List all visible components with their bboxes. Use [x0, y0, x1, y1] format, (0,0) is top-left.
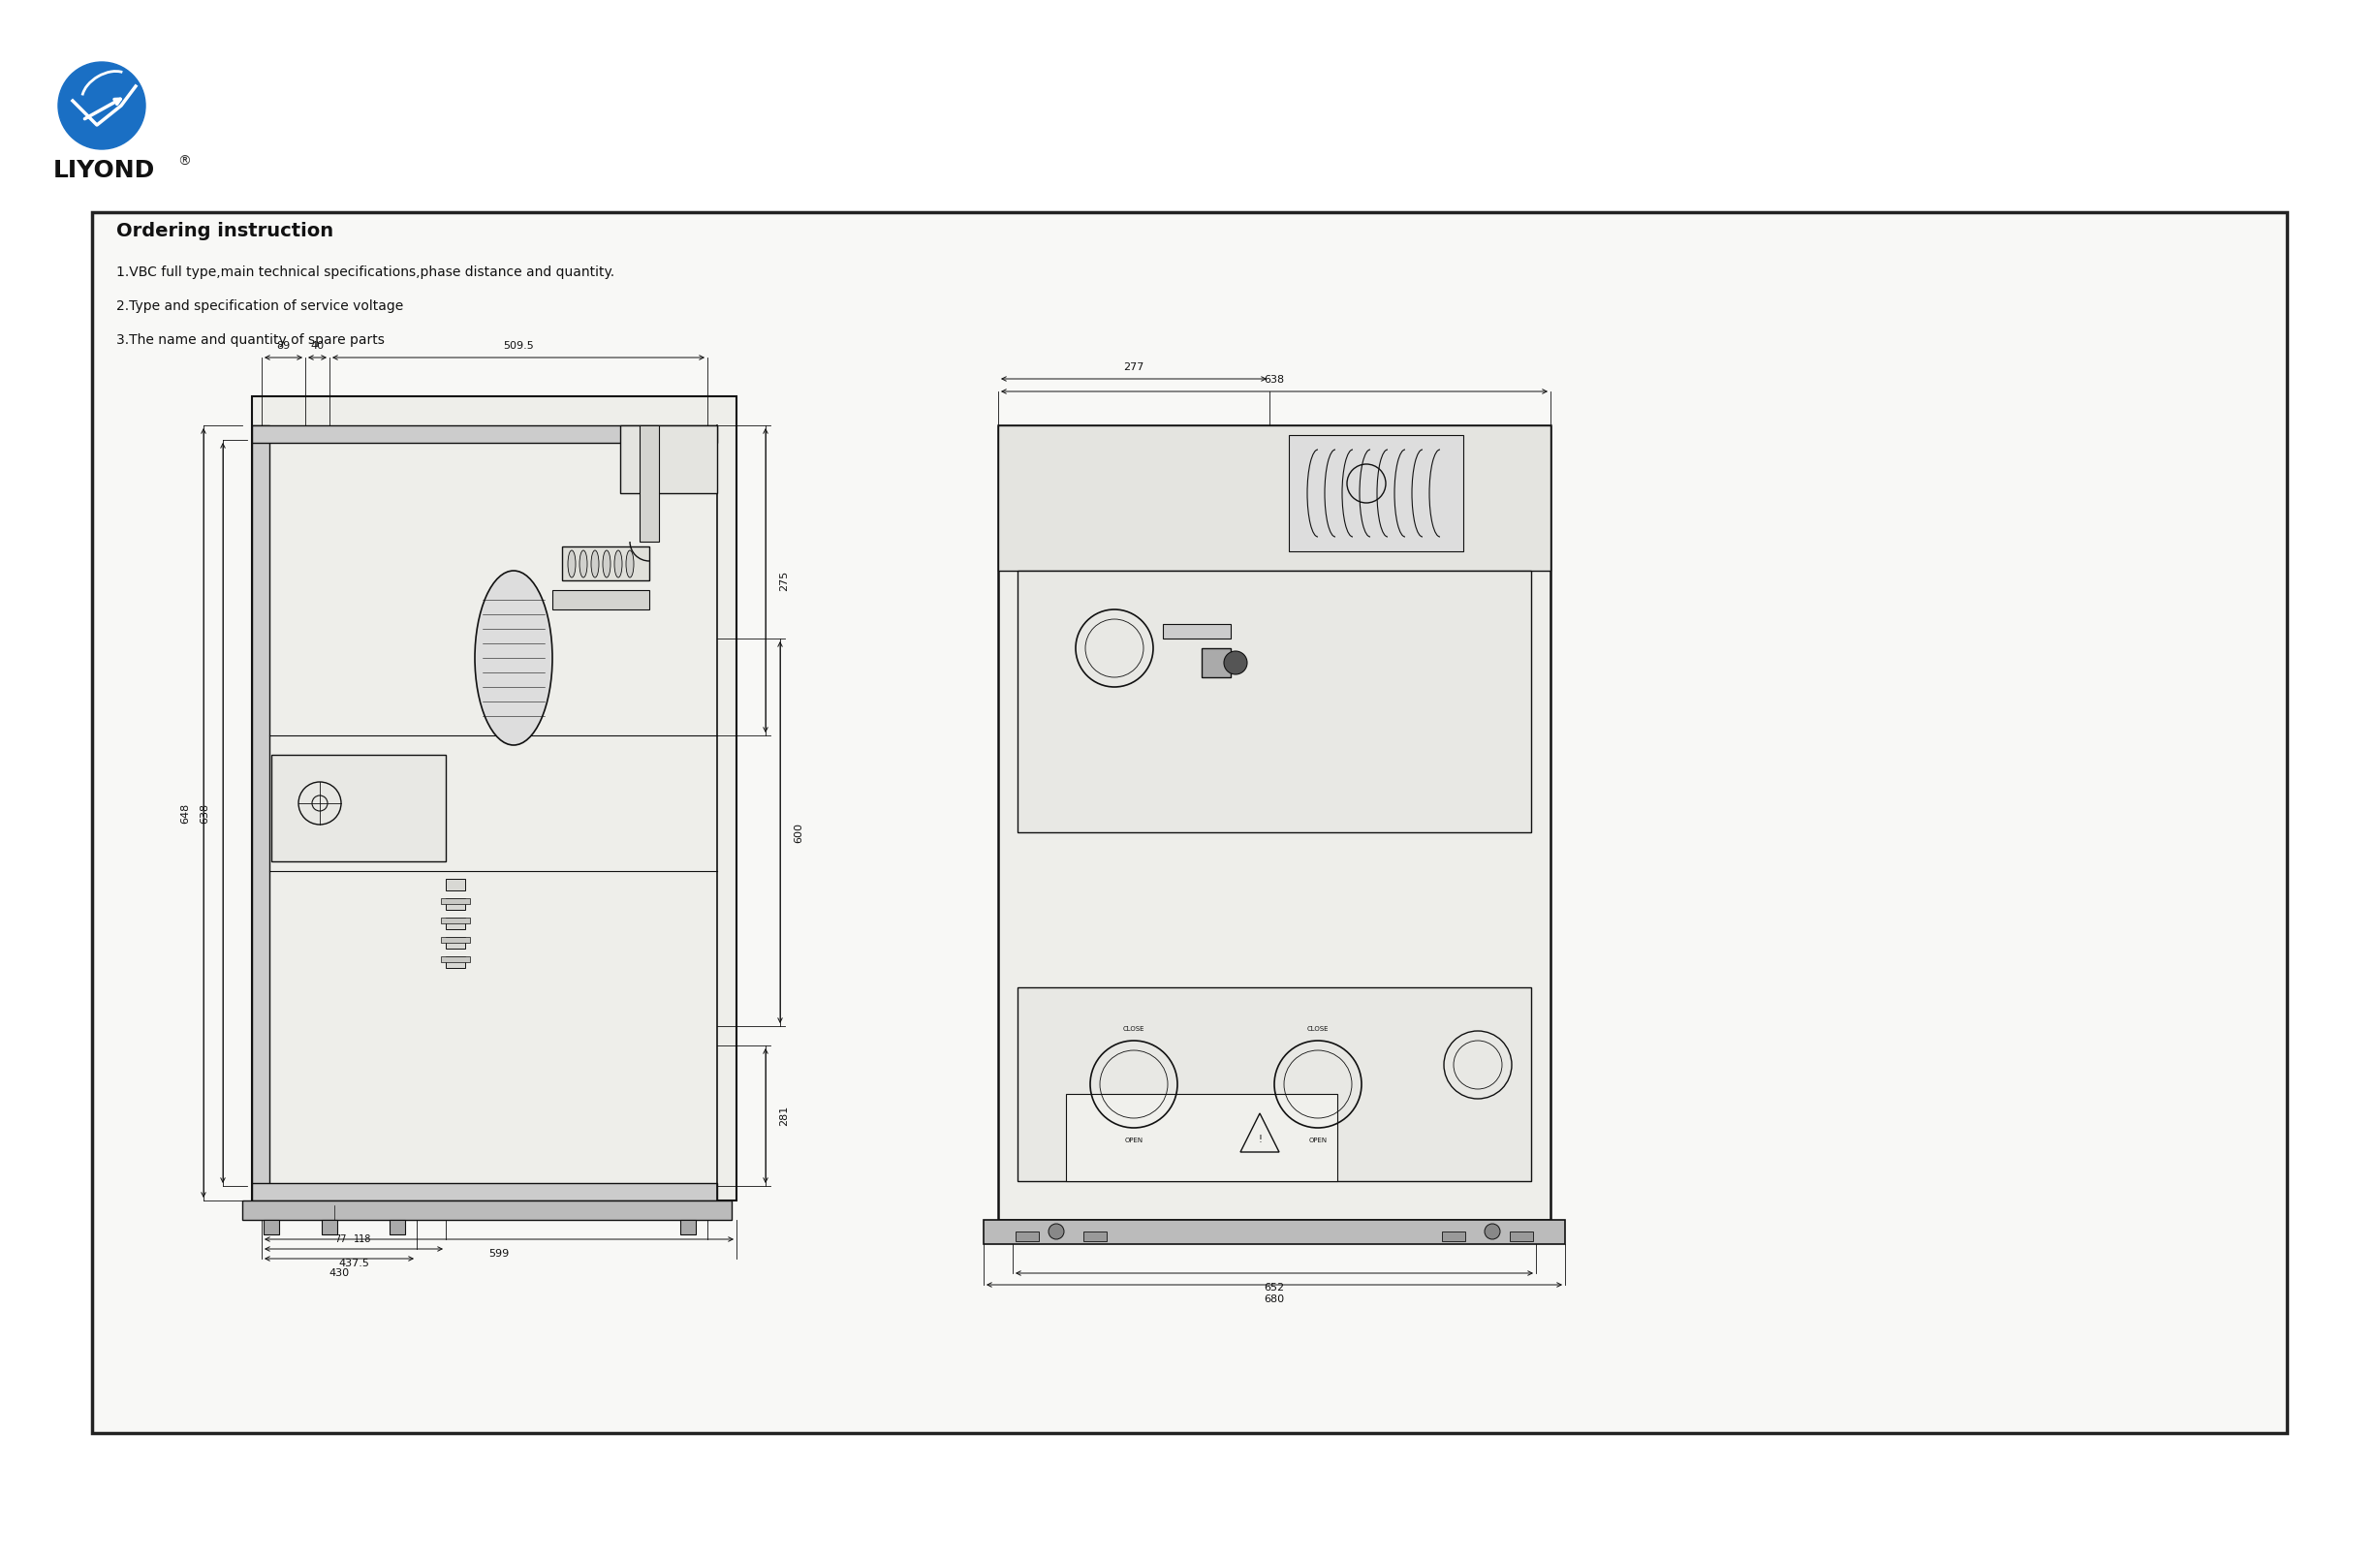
- Ellipse shape: [569, 550, 576, 577]
- Text: 600: 600: [793, 822, 804, 842]
- Text: Ordering instruction: Ordering instruction: [117, 221, 333, 240]
- Text: 3.The name and quantity of spare parts: 3.The name and quantity of spare parts: [117, 334, 386, 346]
- Text: OPEN: OPEN: [1309, 1138, 1328, 1143]
- Circle shape: [1050, 1224, 1064, 1239]
- Bar: [1442, 1232, 1466, 1241]
- Text: CLOSE: CLOSE: [1123, 1026, 1145, 1032]
- Bar: [997, 426, 1549, 1219]
- Bar: [440, 956, 469, 962]
- Text: 77: 77: [333, 1235, 347, 1244]
- Text: CLOSE: CLOSE: [1307, 1026, 1328, 1032]
- Text: LIYOND: LIYOND: [52, 159, 155, 182]
- Text: ®: ®: [178, 154, 190, 168]
- Bar: [243, 1200, 731, 1219]
- Bar: [552, 589, 650, 610]
- Bar: [1016, 1232, 1038, 1241]
- Bar: [252, 1183, 716, 1200]
- Bar: [1019, 987, 1530, 1182]
- Text: 2.Type and specification of service voltage: 2.Type and specification of service volt…: [117, 299, 402, 313]
- Text: 281: 281: [778, 1105, 788, 1126]
- Bar: [252, 426, 716, 443]
- Bar: [983, 1219, 1566, 1244]
- Text: 89: 89: [276, 341, 290, 351]
- Text: 430: 430: [328, 1269, 350, 1278]
- Bar: [445, 918, 464, 929]
- Circle shape: [57, 62, 145, 150]
- Bar: [621, 426, 716, 493]
- Bar: [445, 956, 464, 968]
- Bar: [681, 1219, 695, 1235]
- Circle shape: [1485, 1224, 1499, 1239]
- Bar: [440, 918, 469, 923]
- Bar: [997, 426, 1549, 571]
- Ellipse shape: [476, 571, 552, 745]
- Text: 437.5: 437.5: [338, 1258, 369, 1269]
- Ellipse shape: [578, 550, 588, 577]
- Bar: [1202, 649, 1230, 677]
- Text: OPEN: OPEN: [1123, 1138, 1142, 1143]
- Bar: [640, 426, 659, 541]
- Bar: [445, 879, 464, 890]
- Bar: [271, 755, 445, 862]
- Text: 648: 648: [181, 803, 190, 823]
- Bar: [1164, 624, 1230, 639]
- Bar: [445, 898, 464, 910]
- Bar: [321, 1219, 338, 1235]
- Text: 680: 680: [1264, 1294, 1285, 1305]
- Bar: [1019, 571, 1530, 833]
- Text: 638: 638: [200, 803, 209, 823]
- Text: !: !: [1259, 1135, 1261, 1144]
- Bar: [1509, 1232, 1533, 1241]
- Bar: [445, 937, 464, 948]
- Bar: [264, 1219, 278, 1235]
- Text: 277: 277: [1123, 362, 1145, 373]
- Circle shape: [1223, 652, 1247, 675]
- Bar: [1083, 1232, 1107, 1241]
- Text: 118: 118: [355, 1235, 371, 1244]
- Bar: [440, 937, 469, 943]
- Bar: [252, 396, 735, 1200]
- Bar: [562, 547, 650, 580]
- Ellipse shape: [626, 550, 633, 577]
- Text: 1.VBC full type,main technical specifications,phase distance and quantity.: 1.VBC full type,main technical specifica…: [117, 265, 614, 279]
- Text: 509.5: 509.5: [502, 341, 533, 351]
- Bar: [93, 212, 2287, 1433]
- Text: 40: 40: [309, 341, 324, 351]
- Text: 638: 638: [1264, 376, 1285, 385]
- Ellipse shape: [614, 550, 621, 577]
- Text: 275: 275: [778, 571, 788, 591]
- Bar: [252, 426, 269, 1200]
- Bar: [1066, 1094, 1338, 1182]
- Text: 652: 652: [1264, 1283, 1285, 1292]
- Bar: [390, 1219, 405, 1235]
- Ellipse shape: [590, 550, 600, 577]
- Bar: [1290, 435, 1464, 552]
- Bar: [440, 898, 469, 904]
- Text: 599: 599: [488, 1249, 509, 1258]
- Ellipse shape: [602, 550, 612, 577]
